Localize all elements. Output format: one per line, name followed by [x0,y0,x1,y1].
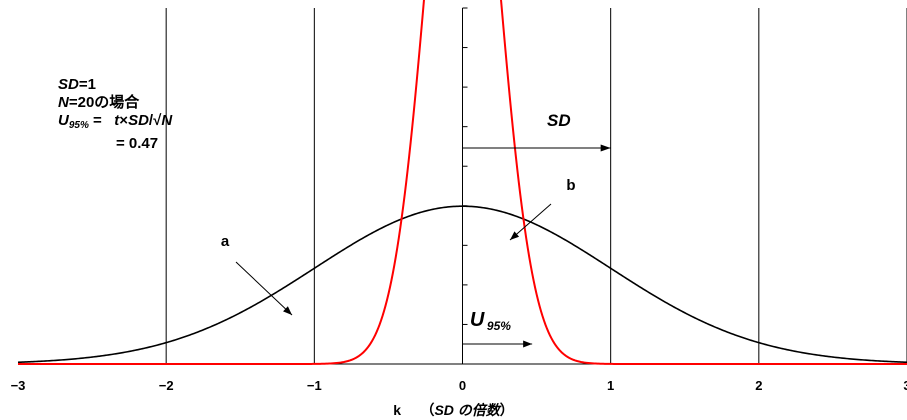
info-sd-line: SD=1 [58,76,172,94]
info-result: = 0.47 [58,135,172,153]
x-tick-label-0: 0 [459,378,466,393]
u95-label: U [470,309,485,331]
info-formula-sd: SD [128,112,149,129]
x-tick-label-3: 3 [903,378,907,393]
info-n-value: =20の場合 [68,94,140,111]
info-formula-eq: = [88,112,111,129]
series-b-arrow-line [509,203,552,241]
info-n-line: N=20の場合 [58,94,172,112]
series-a-arrow-line [235,261,293,316]
series-line-b [18,0,907,365]
u95-arrow-head [523,340,533,348]
x-tick-label--1: −1 [307,378,322,393]
series-a-label: a [221,233,230,250]
u95-subscript: 95% [487,319,511,333]
info-formula-line: U95% = t×SD/√N [58,112,172,135]
grid-lines [165,8,907,364]
info-result-value: = 0.47 [116,135,159,152]
info-u-subscript: 95% [68,120,89,131]
series-b-label: b [566,177,575,194]
x-tick-label--2: −2 [159,378,174,393]
info-u-symbol: U [58,112,69,129]
info-formula-n: N [161,112,173,129]
x-axis-label-k: k [393,402,401,418]
series-b-arrow-head [510,231,520,240]
x-tick-label-2: 2 [755,378,762,393]
info-formula-times: × [119,112,129,129]
x-axis-label: k （SD の倍数） [393,402,514,418]
info-sd-symbol: SD [58,76,79,93]
info-n-symbol: N [58,94,69,111]
annotations: SD U 95% a b [221,111,611,348]
series-a-arrow-head [283,306,292,315]
x-tick-label--3: −3 [11,378,26,393]
sd-arrow-label: SD [547,111,571,130]
info-box: SD=1 N=20の場合 U95% = t×SD/√N = 0.47 [58,76,172,153]
sd-arrow-head [600,144,611,152]
info-formula-t: t [114,112,120,129]
x-tick-label-1: 1 [607,378,614,393]
series-line-a [17,205,907,364]
axis-minor-ticks [462,7,468,364]
x-axis-label-note: SD の倍数 [434,402,500,418]
x-tick-labels: −3 −2 −1 0 1 2 3 [11,378,907,393]
info-sd-value: =1 [78,76,96,93]
info-formula-slash: /√ [148,112,162,129]
series-layer [17,0,907,365]
